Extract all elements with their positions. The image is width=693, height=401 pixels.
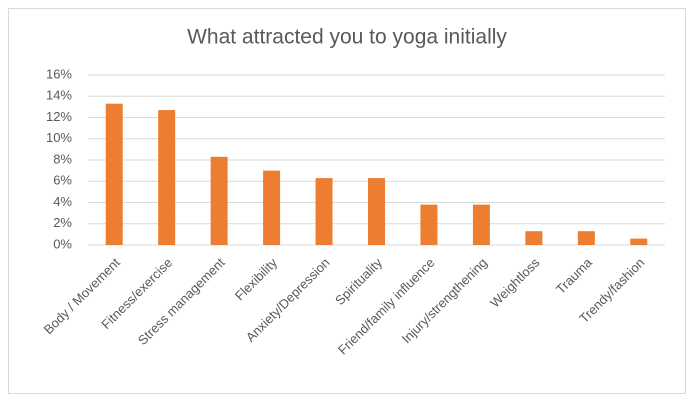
y-tick-label: 10% — [46, 130, 72, 145]
y-tick-label: 2% — [53, 215, 72, 230]
bar — [315, 178, 333, 245]
y-tick-label: 14% — [46, 88, 72, 103]
y-tick-label: 0% — [53, 236, 72, 251]
bar — [577, 231, 595, 245]
bar — [630, 238, 648, 245]
y-tick-label: 8% — [53, 151, 72, 166]
bar — [525, 231, 543, 245]
y-tick-label: 16% — [46, 66, 72, 81]
bar — [105, 103, 123, 245]
y-tick-label: 12% — [46, 109, 72, 124]
bar — [263, 170, 281, 245]
chart-title: What attracted you to yoga initially — [187, 26, 507, 49]
bar — [420, 204, 438, 245]
bar — [158, 110, 176, 245]
bar — [472, 204, 490, 245]
bar — [368, 178, 385, 245]
bar — [210, 156, 228, 245]
y-tick-label: 6% — [53, 173, 72, 188]
y-tick-label: 4% — [53, 194, 72, 209]
